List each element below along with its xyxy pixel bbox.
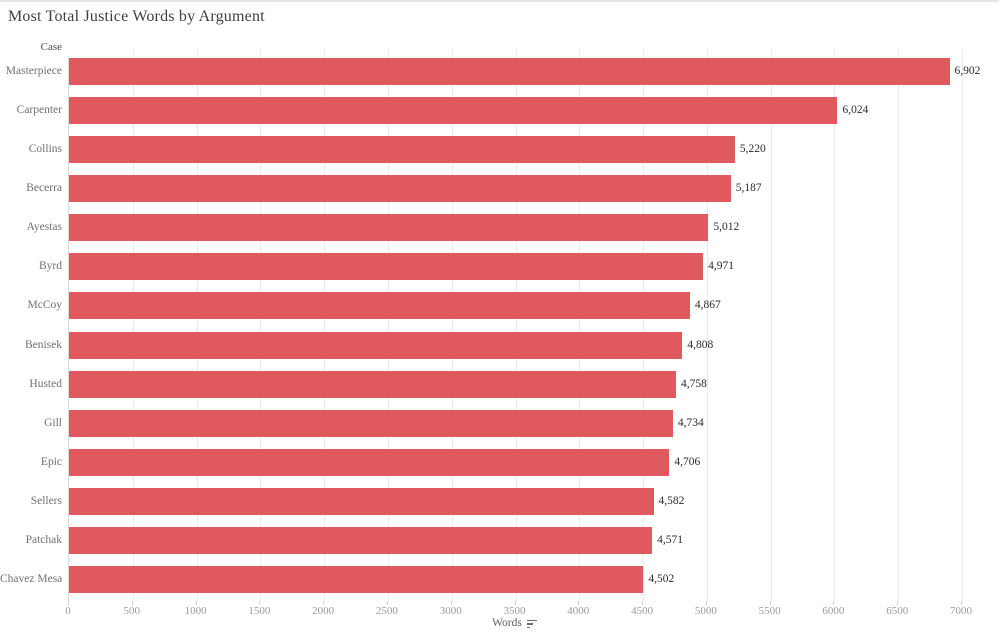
x-tick-label: 6000 bbox=[822, 605, 845, 617]
bar-value-label: 4,867 bbox=[694, 299, 721, 312]
category-label[interactable]: Patchak bbox=[25, 533, 62, 546]
chart-title: Most Total Justice Words by Argument bbox=[8, 8, 265, 25]
x-axis-label: Words bbox=[492, 617, 522, 629]
bar-value-label: 5,187 bbox=[735, 182, 762, 195]
bar[interactable] bbox=[69, 487, 654, 515]
category-label[interactable]: Chavez Mesa bbox=[0, 573, 63, 586]
category-label[interactable]: Epic bbox=[40, 455, 62, 468]
gridline bbox=[451, 49, 453, 601]
gridline bbox=[387, 49, 389, 601]
category-label[interactable]: Sellers bbox=[30, 494, 62, 507]
gridline bbox=[834, 49, 836, 601]
row-header: Case bbox=[40, 41, 62, 53]
x-tick bbox=[897, 601, 899, 605]
x-tick bbox=[833, 601, 835, 605]
x-tick-label: 6500 bbox=[886, 605, 909, 617]
gridline bbox=[196, 49, 198, 601]
gridline bbox=[260, 49, 262, 601]
x-axis: 0 500 1000 1500 2000 2500 3000 3500 4000 4500 5000… bbox=[0, 601, 999, 621]
gridline bbox=[706, 49, 708, 601]
category-label[interactable]: Benisek bbox=[24, 338, 62, 351]
x-axis-title: Words bbox=[68, 617, 961, 629]
bar[interactable] bbox=[69, 409, 673, 437]
gridline bbox=[579, 49, 581, 601]
bar[interactable] bbox=[69, 175, 731, 203]
sort-descending-icon[interactable] bbox=[526, 619, 537, 628]
bar[interactable] bbox=[69, 97, 838, 125]
bar-value-label: 4,571 bbox=[657, 533, 683, 546]
bar-value-label: 4,706 bbox=[674, 455, 701, 468]
x-tick bbox=[323, 601, 325, 605]
gridline bbox=[324, 49, 326, 601]
x-tick-label: 1000 bbox=[184, 605, 207, 617]
x-tick-label: 4500 bbox=[631, 605, 654, 617]
bar-value-label: 4,582 bbox=[658, 494, 685, 507]
category-label[interactable]: Husted bbox=[29, 377, 62, 390]
bar-value-label: 4,808 bbox=[687, 338, 714, 351]
category-label[interactable]: Becerra bbox=[26, 182, 62, 195]
category-label[interactable]: Gill bbox=[44, 416, 62, 429]
x-tick bbox=[68, 601, 69, 605]
x-tick-label: 500 bbox=[123, 605, 141, 617]
x-tick bbox=[450, 601, 452, 605]
x-tick-label: 5500 bbox=[758, 605, 781, 617]
bar-value-label: 4,502 bbox=[648, 573, 675, 586]
x-tick bbox=[195, 601, 197, 605]
gridline bbox=[962, 49, 963, 601]
category-label[interactable]: Collins bbox=[28, 143, 62, 156]
bar[interactable] bbox=[69, 136, 735, 164]
x-tick-label: 5000 bbox=[694, 605, 717, 617]
bar-value-label: 5,220 bbox=[739, 143, 766, 156]
gridline bbox=[643, 49, 645, 601]
x-tick-label: 0 bbox=[65, 605, 71, 617]
plot-area: 6,902 6,024 5,220 5,187 5,012 4,971 4,867 4,808… bbox=[68, 49, 980, 601]
category-label[interactable]: Masterpiece bbox=[5, 65, 62, 77]
bar-value-label: 4,971 bbox=[708, 260, 735, 273]
gridline bbox=[132, 49, 134, 601]
x-tick-label: 3500 bbox=[503, 605, 526, 617]
bar-value-label: 4,734 bbox=[677, 416, 704, 429]
bar-value-label: 6,024 bbox=[842, 104, 869, 117]
category-label[interactable]: Carpenter bbox=[16, 104, 62, 117]
x-tick bbox=[578, 601, 580, 605]
x-tick bbox=[131, 601, 133, 605]
x-tick bbox=[961, 601, 962, 605]
x-tick bbox=[514, 601, 516, 605]
gridline bbox=[770, 49, 772, 601]
x-tick bbox=[705, 601, 707, 605]
x-tick bbox=[259, 601, 261, 605]
bar[interactable] bbox=[69, 566, 644, 594]
bar[interactable] bbox=[69, 214, 709, 242]
x-tick-label: 3000 bbox=[439, 605, 462, 617]
category-label[interactable]: Byrd bbox=[39, 260, 62, 273]
gridline bbox=[898, 49, 900, 601]
category-labels: Masterpiece Carpenter Collins Becerra Ayesta… bbox=[0, 56, 62, 601]
category-label[interactable]: McCoy bbox=[27, 299, 63, 312]
bar-value-label: 6,902 bbox=[954, 65, 981, 77]
category-label[interactable]: Ayestas bbox=[26, 221, 62, 234]
bar-value-label: 5,012 bbox=[713, 221, 740, 234]
x-tick-label: 4000 bbox=[567, 605, 590, 617]
bar[interactable] bbox=[69, 370, 676, 398]
x-tick-label: 1500 bbox=[248, 605, 271, 617]
bar[interactable] bbox=[69, 448, 670, 476]
x-tick bbox=[386, 601, 388, 605]
gridline bbox=[515, 49, 517, 601]
bar[interactable] bbox=[69, 253, 704, 281]
bar[interactable] bbox=[69, 292, 690, 320]
bar[interactable] bbox=[69, 331, 683, 359]
x-tick bbox=[642, 601, 644, 605]
x-tick-label: 2000 bbox=[312, 605, 335, 617]
x-tick bbox=[769, 601, 771, 605]
bar[interactable] bbox=[69, 526, 653, 554]
x-tick-label: 7000 bbox=[950, 605, 972, 617]
bar-value-label: 4,758 bbox=[680, 377, 707, 390]
bar[interactable] bbox=[69, 58, 950, 85]
x-tick-label: 2500 bbox=[375, 605, 398, 617]
